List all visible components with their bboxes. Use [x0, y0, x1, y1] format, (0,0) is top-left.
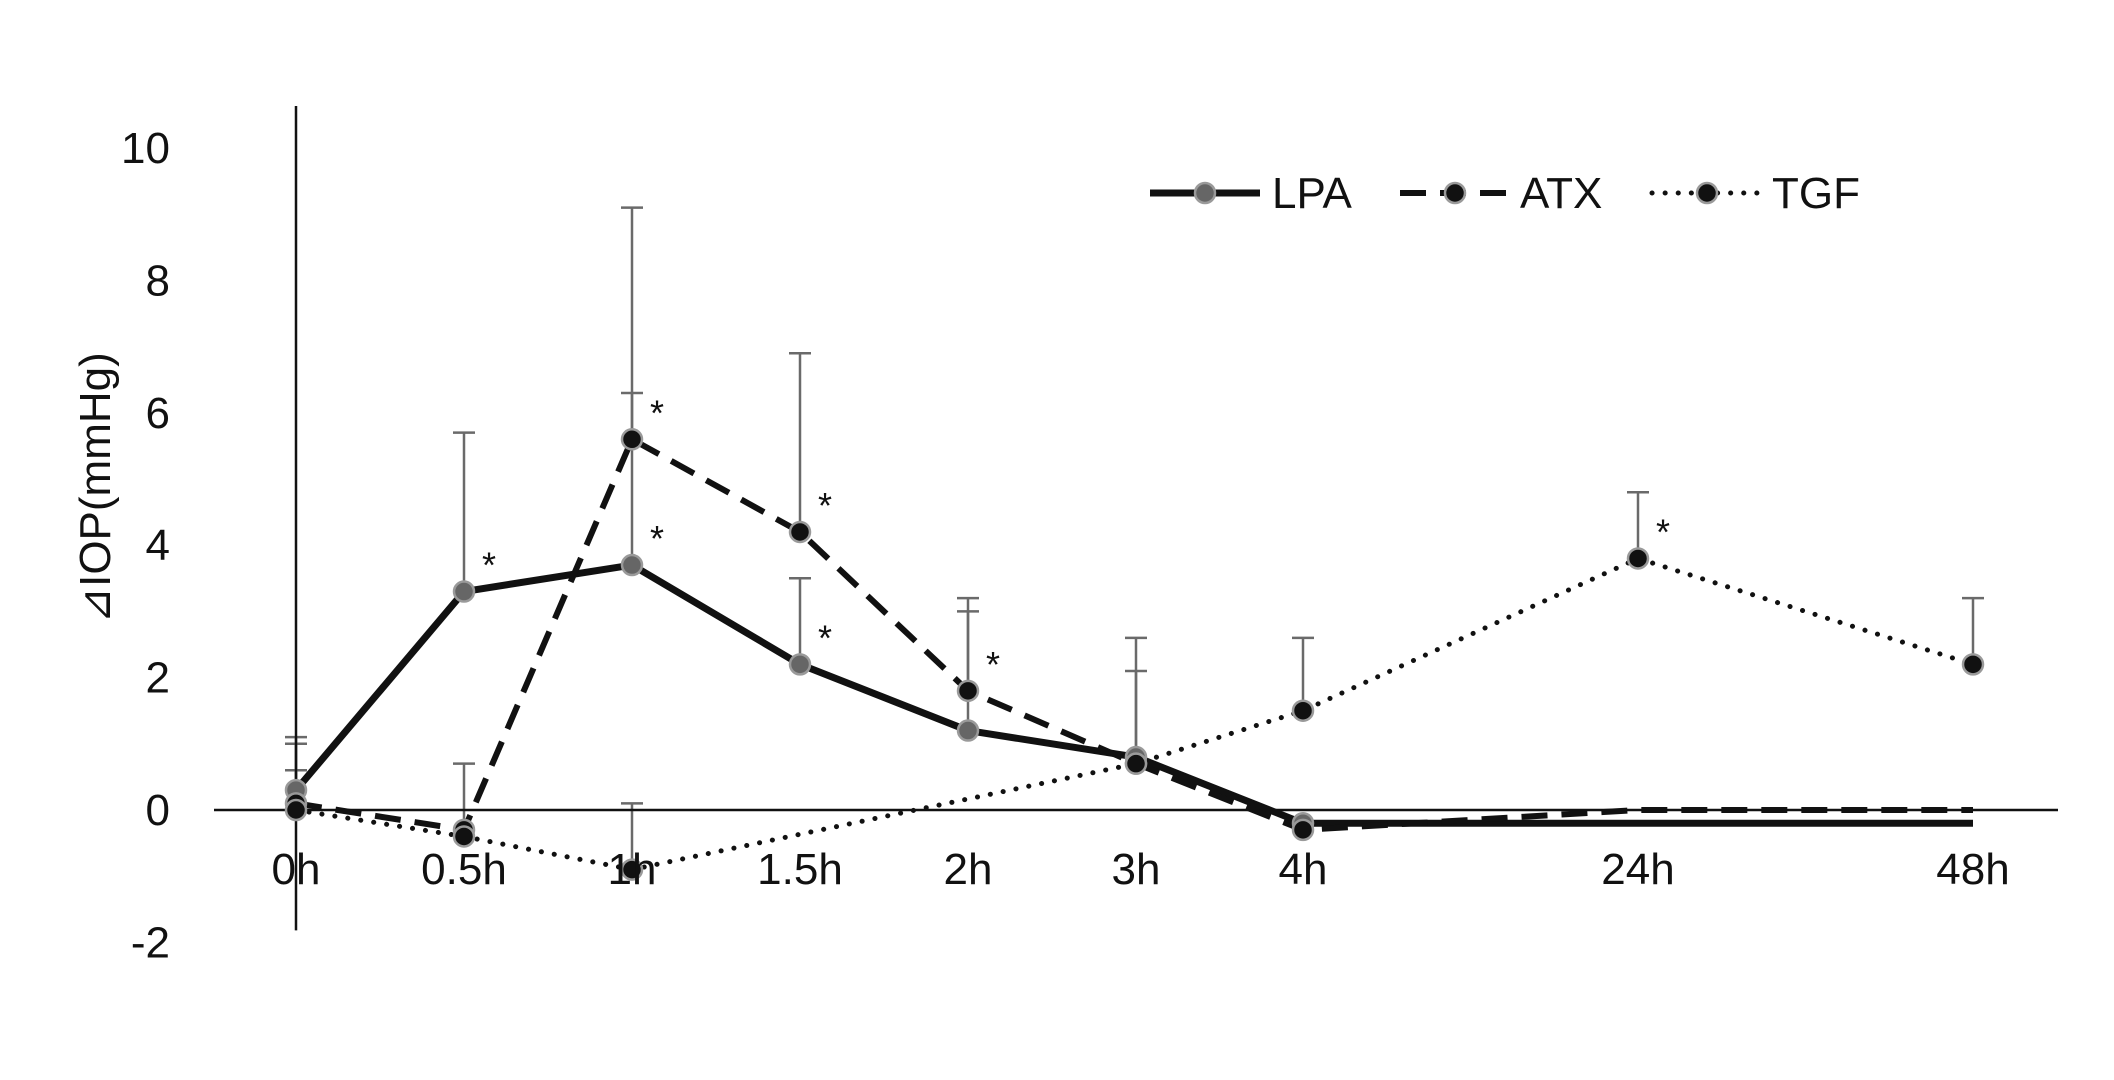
legend-item-tgf: TGF — [1649, 169, 1860, 218]
data-point-tgf — [1626, 547, 1650, 570]
y-tick-label: 0 — [146, 786, 170, 835]
series-line-lpa — [293, 561, 1973, 827]
x-tick-label: 1.5h — [757, 845, 843, 894]
significance-label: * — [818, 485, 832, 526]
legend-label: ATX — [1520, 169, 1602, 218]
data-point-atx — [1291, 818, 1315, 842]
significance-label: * — [650, 392, 664, 433]
significance-label: * — [818, 617, 832, 658]
data-point-lpa — [956, 719, 980, 742]
legend-swatch-marker — [1193, 181, 1217, 205]
significance-label: * — [986, 644, 1000, 685]
y-axis-title: ⊿IOP(mmHg) — [71, 352, 120, 624]
x-tick-label: 3h — [1112, 845, 1161, 894]
x-tick-label: 0h — [272, 845, 321, 894]
x-tick-label: 2h — [944, 845, 993, 894]
legend-label: LPA — [1272, 169, 1353, 218]
legend-item-lpa: LPA — [1150, 169, 1353, 218]
data-point-tgf — [620, 858, 644, 881]
significance-label: * — [482, 545, 496, 586]
significance-label: * — [1656, 511, 1670, 552]
data-point-lpa — [788, 653, 812, 676]
data-point-atx — [620, 428, 644, 451]
legend-swatch-marker — [1695, 181, 1719, 205]
legend: LPA ATX TGF — [1150, 169, 1860, 218]
y-tick-label: 8 — [146, 256, 170, 305]
y-tick-label: 2 — [146, 654, 170, 703]
y-tick-label: 10 — [121, 124, 170, 173]
legend-label: TGF — [1772, 169, 1860, 218]
legend-swatch-marker — [1443, 181, 1467, 205]
series-markers: * * * * * * * — [284, 392, 1985, 881]
x-tick-label: 48h — [1936, 845, 2009, 894]
x-tick-label: 24h — [1601, 845, 1674, 894]
data-point-tgf — [452, 825, 476, 848]
x-tick-label: 0.5h — [421, 845, 507, 894]
data-point-atx — [956, 679, 980, 703]
legend-item-atx: ATX — [1400, 169, 1602, 218]
tick-labels: -2 0 2 4 6 8 10 0h 0.5h 1h 1.5h 2h 3h 4h 24h 48h ⊿IOP(mm… — [71, 124, 2010, 967]
y-tick-label: 6 — [146, 389, 170, 438]
data-point-tgf — [1961, 653, 1985, 676]
axes — [214, 106, 2058, 931]
x-tick-label: 4h — [1279, 845, 1328, 894]
data-point-atx — [788, 520, 812, 544]
data-point-lpa — [620, 553, 644, 577]
data-point-tgf — [1124, 752, 1148, 775]
series-lines — [293, 436, 1976, 873]
y-tick-label: 4 — [146, 521, 170, 570]
x-tick-label: 1h — [608, 845, 657, 894]
data-point-tgf — [1291, 699, 1315, 722]
data-point-lpa — [452, 580, 476, 603]
data-point-tgf — [284, 798, 308, 822]
y-tick-label: -2 — [131, 918, 170, 967]
significance-label: * — [650, 518, 664, 559]
